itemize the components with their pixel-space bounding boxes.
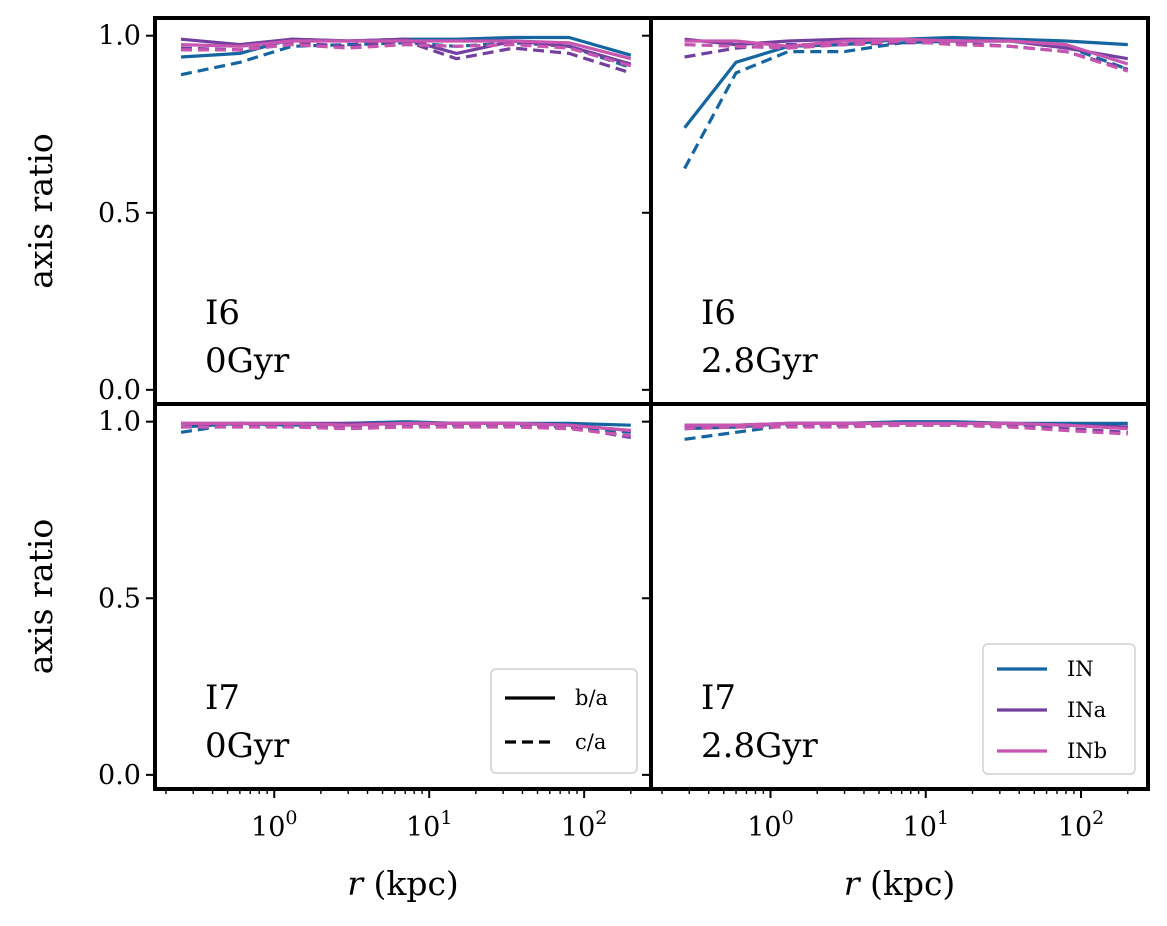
- y-tick-label: 1.0: [98, 407, 141, 438]
- series-line-ina-ca: [180, 423, 632, 440]
- x-tick-base: 10: [561, 812, 595, 843]
- x-axis-variable: r: [347, 864, 365, 903]
- series-group: [180, 35, 632, 77]
- x-tick-label: 100: [251, 807, 297, 843]
- y-tick-label: 0.5: [98, 198, 141, 229]
- panel-label-model: I6: [205, 293, 240, 333]
- panel-1: 0.0 0.5 1.0 I6 0Gyr: [98, 16, 653, 406]
- x-tick-label: 102: [561, 807, 607, 843]
- legend-label-style: b/a: [575, 686, 608, 710]
- x-tick-base: 10: [251, 812, 285, 843]
- series-line-in-ca: [180, 41, 632, 77]
- y-tick-label: 0.5: [98, 583, 141, 614]
- panel-2: I6 2.8Gyr: [642, 16, 1150, 406]
- series-line-inb-ca: [684, 39, 1129, 73]
- x-tick-exponent: 2: [595, 807, 607, 829]
- x-axis-title: r (kpc): [347, 864, 459, 903]
- panel-label-model: I7: [205, 678, 240, 718]
- series-group: [683, 35, 1129, 170]
- x-tick-exponent: 2: [1092, 807, 1104, 829]
- series-group: [684, 420, 1128, 441]
- panel-frame: [649, 402, 1150, 791]
- series-line-in-ca: [683, 39, 1129, 170]
- series-line-inb-ba: [181, 421, 631, 433]
- series-line-inb-ba: [684, 37, 1129, 66]
- legend-label-in: IN: [1067, 657, 1094, 681]
- x-tick-base: 10: [1058, 812, 1092, 843]
- panel-label-model: I7: [701, 678, 736, 718]
- x-axis-unit: (kpc): [859, 864, 955, 903]
- x-tick-exponent: 0: [782, 807, 794, 829]
- x-tick-label: 100: [747, 807, 793, 843]
- panel-label-model: I6: [701, 293, 736, 333]
- y-axis-title: axis ratio: [21, 133, 60, 288]
- x-tick-base: 10: [406, 812, 440, 843]
- series-line-inb-ca: [684, 423, 1128, 436]
- panel-label-time: 0Gyr: [205, 341, 290, 381]
- x-axis-title: r (kpc): [844, 864, 956, 903]
- y-tick-label: 0.0: [98, 760, 141, 791]
- x-tick-exponent: 0: [285, 807, 297, 829]
- x-tick-exponent: 1: [440, 807, 452, 829]
- legend-box-models: [982, 643, 1136, 775]
- x-axis-variable: r: [844, 864, 862, 903]
- y-axis-title: axis ratio: [21, 519, 60, 674]
- panel-label-time: 2.8Gyr: [701, 341, 818, 381]
- series-group: [180, 420, 632, 440]
- series-line-inb-ba: [684, 421, 1128, 431]
- series-line-inb-ca: [181, 425, 631, 438]
- x-axis-unit: (kpc): [363, 864, 459, 903]
- x-tick-label: 102: [1058, 807, 1104, 843]
- legend-label-ina: INa: [1067, 698, 1106, 722]
- series-line-inb-ba: [180, 39, 632, 61]
- legend-label-style: c/a: [575, 730, 606, 754]
- legend-box-style: [490, 668, 638, 774]
- y-tick-label: 1.0: [98, 21, 141, 52]
- x-tick-label: 101: [903, 807, 949, 843]
- panel-label-time: 2.8Gyr: [701, 726, 818, 766]
- panel-label-time: 0Gyr: [205, 726, 290, 766]
- x-tick-exponent: 1: [937, 807, 949, 829]
- x-tick-base: 10: [747, 812, 781, 843]
- series-line-inb-ca: [181, 42, 632, 68]
- x-tick-label: 101: [406, 807, 452, 843]
- legend-label-inb: INb: [1067, 739, 1107, 763]
- x-tick-base: 10: [903, 812, 937, 843]
- series-line-ina-ba: [180, 37, 632, 66]
- y-tick-label: 0.0: [98, 375, 141, 406]
